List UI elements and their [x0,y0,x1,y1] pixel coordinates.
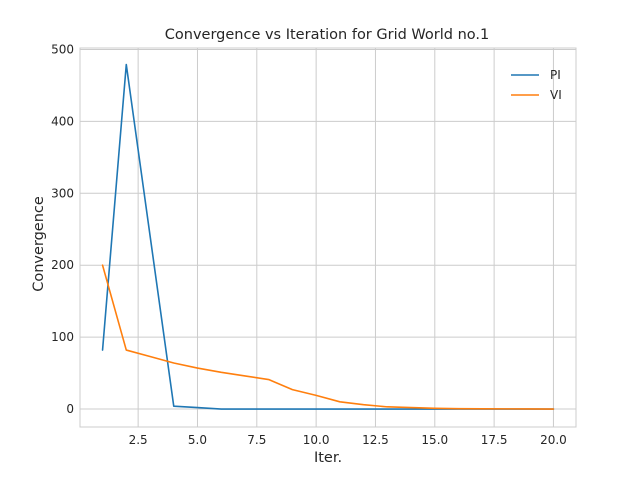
grid [80,48,576,427]
y-tick-label: 500 [51,42,74,56]
x-tick-label: 15.0 [421,433,448,447]
legend-label-pi: PI [550,68,561,82]
plot-frame [79,47,577,428]
chart-title: Convergence vs Iteration for Grid World … [165,27,489,43]
legend-label-vi: VI [550,88,562,102]
y-tick-label: 200 [51,258,74,272]
y-tick-label: 0 [66,402,74,416]
series-line-pi [101,63,555,410]
tick-labels: 2.5 5.0 7.5 10.0 12.5 15.0 17.5 20.0 0 100 200 300 4… [51,42,567,447]
x-tick-label: 5.0 [188,433,207,447]
y-tick-label: 100 [51,330,74,344]
series-line-vi [101,264,555,410]
x-tick-label: 10.0 [303,433,330,447]
x-tick-label: 17.5 [481,433,508,447]
x-tick-label: 20.0 [540,433,567,447]
y-tick-label: 400 [51,114,74,128]
x-tick-label: 7.5 [247,433,266,447]
y-tick-label: 300 [51,186,74,200]
x-axis-label: Iter. [314,450,342,466]
series-layer [101,63,555,410]
legend: PI VI [511,68,562,102]
x-tick-label: 2.5 [129,433,148,447]
y-axis-label: Convergence [31,196,47,292]
x-tick-label: 12.5 [362,433,389,447]
